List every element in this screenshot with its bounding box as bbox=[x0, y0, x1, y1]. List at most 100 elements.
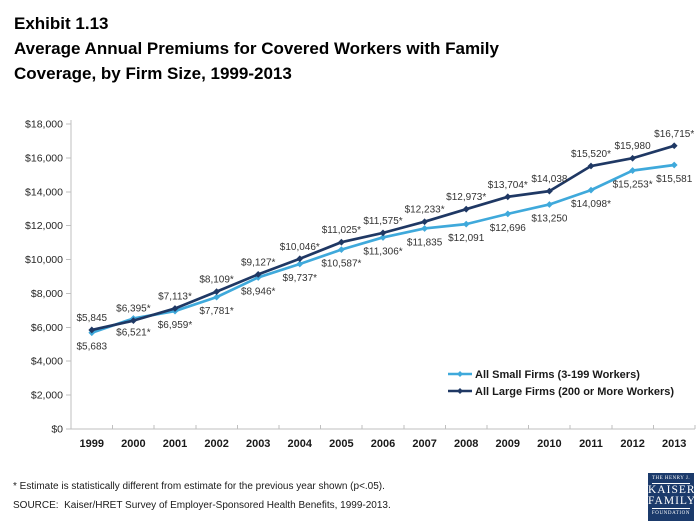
data-label: $11,575* bbox=[363, 216, 402, 227]
x-tick-label: 2004 bbox=[288, 438, 313, 450]
y-tick-label: $18,000 bbox=[25, 119, 63, 131]
data-point-marker bbox=[254, 270, 262, 278]
title-line-3: Coverage, by Firm Size, 1999-2013 bbox=[14, 64, 292, 83]
data-label: $11,025* bbox=[322, 225, 361, 236]
data-label: $6,395* bbox=[116, 304, 151, 315]
kff-logo-text-top: THE HENRY J. bbox=[651, 476, 691, 481]
data-point-marker bbox=[587, 186, 595, 194]
exhibit-number: Exhibit 1.13 bbox=[14, 14, 109, 33]
legend-label: All Small Firms (3-199 Workers) bbox=[475, 369, 640, 381]
chart-title: Exhibit 1.13 Average Annual Premiums for… bbox=[14, 11, 499, 86]
data-label: $14,038 bbox=[531, 174, 568, 185]
series-large-firms bbox=[88, 142, 678, 334]
kff-logo-kaiser: KAISER bbox=[648, 484, 696, 496]
data-point-marker bbox=[421, 225, 428, 232]
x-tick-label: 1999 bbox=[80, 438, 104, 450]
data-point-marker bbox=[546, 201, 553, 208]
title-line-2: Average Annual Premiums for Covered Work… bbox=[14, 39, 499, 58]
data-label: $15,520* bbox=[571, 149, 611, 160]
data-point-marker bbox=[213, 288, 220, 295]
series-large-firms-labels: $5,845 $6,395* $7,113* $8,109* $9,127* $10,04… bbox=[77, 129, 695, 324]
kff-logo-rule-top bbox=[652, 483, 690, 484]
legend-item-small-firms: All Small Firms (3-199 Workers) bbox=[448, 369, 640, 381]
data-point-marker bbox=[504, 193, 512, 201]
y-tick-label: $6,000 bbox=[31, 322, 63, 334]
legend-marker bbox=[457, 371, 463, 377]
x-tick-label: 2007 bbox=[412, 438, 436, 450]
data-label: $15,581 bbox=[656, 174, 693, 185]
data-point-marker bbox=[88, 326, 96, 334]
data-point-marker bbox=[587, 162, 595, 170]
x-tick-label: 2001 bbox=[163, 438, 187, 450]
data-point-marker bbox=[296, 255, 304, 263]
x-tick-label: 2005 bbox=[329, 438, 353, 450]
x-tick-label: 2002 bbox=[204, 438, 228, 450]
data-point-marker bbox=[130, 317, 137, 325]
x-tick-label: 2003 bbox=[246, 438, 270, 450]
data-point-marker bbox=[213, 293, 220, 301]
y-tick-label: $2,000 bbox=[31, 390, 63, 402]
y-tick-label: $12,000 bbox=[25, 220, 63, 232]
x-tick-label: 2011 bbox=[579, 438, 603, 450]
data-label: $12,696 bbox=[490, 223, 527, 234]
data-point-marker bbox=[504, 210, 512, 218]
data-point-marker bbox=[462, 205, 470, 213]
data-point-marker bbox=[338, 238, 345, 246]
series-small-firms-labels: $5,683 $6,521* $6,959* $7,781* $8,946* $9,737… bbox=[77, 174, 693, 353]
data-point-marker bbox=[629, 154, 636, 162]
y-axis: $0 $2,000 $4,000 $6,000 $8,000 $10,000 $12,000… bbox=[25, 119, 72, 436]
y-tick-label: $0 bbox=[51, 424, 63, 436]
data-label: $11,835 bbox=[407, 237, 443, 248]
data-label: $12,091 bbox=[448, 233, 485, 244]
data-point-marker bbox=[296, 260, 304, 268]
data-label: $6,521* bbox=[116, 328, 151, 339]
data-point-marker bbox=[171, 305, 179, 312]
data-label: $5,845 bbox=[77, 313, 108, 324]
data-label: $11,306* bbox=[363, 246, 402, 257]
data-point-marker bbox=[379, 234, 387, 241]
data-point-marker bbox=[546, 187, 553, 195]
y-tick-label: $10,000 bbox=[25, 254, 63, 266]
y-tick-label: $14,000 bbox=[25, 186, 63, 198]
data-label: $15,253* bbox=[613, 180, 653, 191]
kff-logo: THE HENRY J. KAISER FAMILY FOUNDATION bbox=[648, 473, 697, 521]
x-axis: 1999 2000 2001 2002 2003 2004 2005 2006 2007 2008… bbox=[70, 425, 696, 450]
x-tick-label: 2006 bbox=[371, 438, 395, 450]
y-tick-label: $16,000 bbox=[25, 152, 63, 164]
kff-logo-text-bottom: FOUNDATION bbox=[651, 511, 691, 516]
data-point-marker bbox=[462, 220, 470, 228]
x-tick-label: 2009 bbox=[496, 438, 520, 450]
kff-logo-rule-bottom bbox=[652, 508, 690, 509]
data-label: $10,046* bbox=[280, 242, 320, 253]
legend: All Small Firms (3-199 Workers) All Large… bbox=[448, 369, 674, 398]
data-point-marker bbox=[421, 218, 428, 226]
x-tick-label: 2000 bbox=[121, 438, 145, 450]
legend-marker bbox=[457, 388, 463, 394]
data-label: $12,973* bbox=[446, 192, 486, 203]
y-tick-label: $8,000 bbox=[31, 288, 63, 300]
x-tick-label: 2008 bbox=[454, 438, 478, 450]
data-point-marker bbox=[670, 142, 678, 150]
data-label: $12,233* bbox=[405, 205, 445, 216]
data-label: $7,113* bbox=[158, 291, 192, 302]
data-label: $9,737* bbox=[283, 273, 318, 284]
footnote: * Estimate is statistically different fr… bbox=[13, 481, 385, 492]
data-label: $5,683 bbox=[77, 342, 108, 353]
data-label: $9,127* bbox=[241, 257, 276, 268]
x-tick-label: 2010 bbox=[537, 438, 561, 450]
source-note: SOURCE: Kaiser/HRET Survey of Employer-S… bbox=[13, 500, 391, 511]
data-label: $8,109* bbox=[199, 275, 234, 286]
data-point-marker bbox=[670, 161, 678, 169]
legend-item-large-firms: All Large Firms (200 or More Workers) bbox=[448, 386, 674, 398]
data-point-marker bbox=[338, 246, 345, 254]
data-label: $6,959* bbox=[158, 320, 193, 331]
data-label: $13,250 bbox=[531, 213, 568, 224]
kff-logo-family: FAMILY bbox=[648, 495, 697, 507]
legend-label: All Large Firms (200 or More Workers) bbox=[475, 386, 674, 398]
data-label: $8,946* bbox=[241, 286, 276, 297]
x-tick-label: 2013 bbox=[662, 438, 686, 450]
data-label: $7,781* bbox=[199, 306, 234, 317]
